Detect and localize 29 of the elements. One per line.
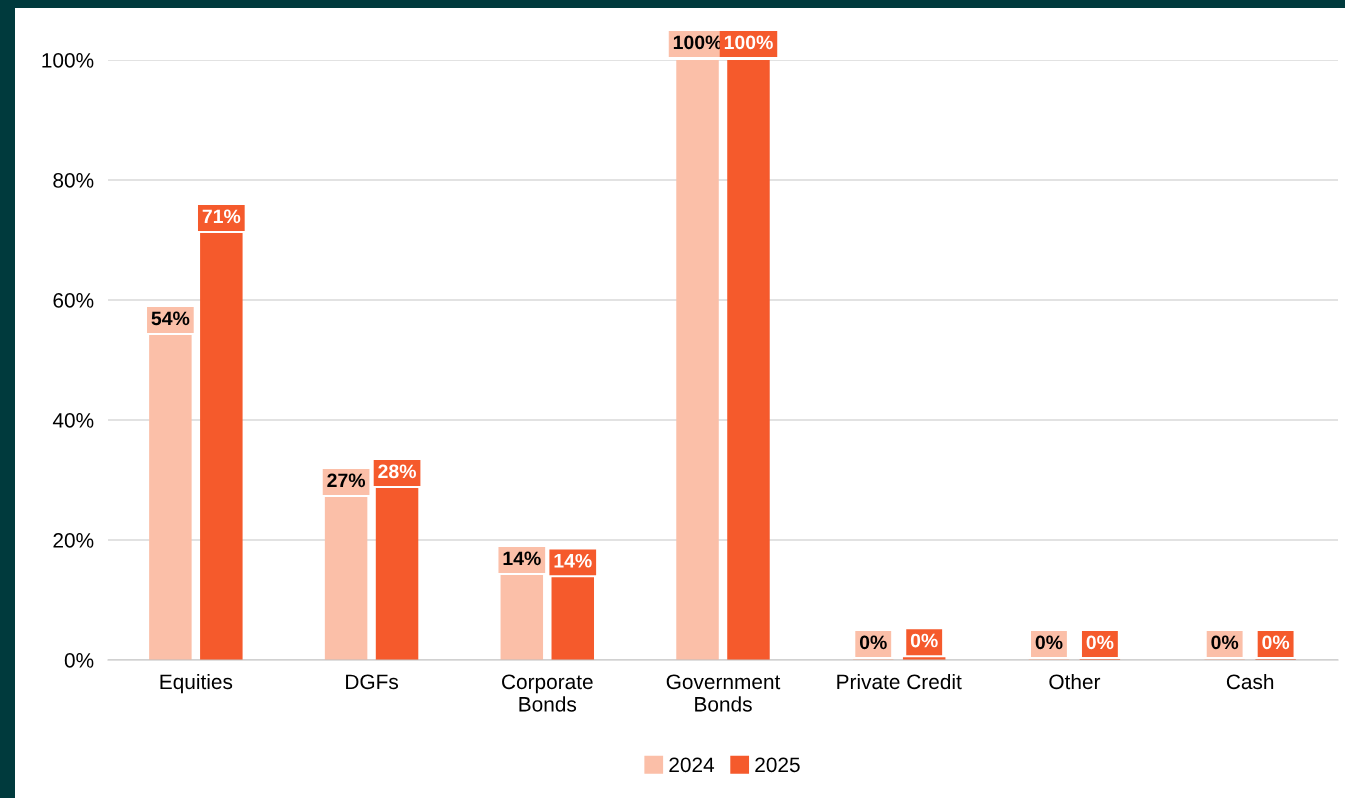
legend-label: 2024	[669, 757, 715, 773]
y-tick-label: 40%	[52, 413, 94, 428]
data-label: 71%	[202, 209, 241, 224]
x-tick-label: Corporate Bonds	[502, 674, 593, 712]
x-tick-label: Other	[1049, 673, 1101, 690]
data-label: 14%	[554, 553, 592, 568]
data-label: 0%	[1035, 635, 1063, 650]
x-tick-label: Private Credit	[837, 673, 962, 690]
x-tick-label: Equities	[160, 673, 233, 694]
data-label: 0%	[1211, 635, 1239, 650]
data-label: 100%	[673, 35, 722, 50]
data-label: 0%	[859, 635, 887, 650]
data-label: 0%	[910, 633, 938, 648]
y-tick-label: 100%	[42, 53, 94, 68]
data-label: 54%	[151, 311, 190, 326]
data-label: 28%	[378, 464, 416, 479]
data-label: 27%	[327, 473, 366, 488]
x-tick-label: Government Bonds	[666, 674, 781, 712]
y-tick-label: 60%	[53, 293, 94, 308]
data-label: 100%	[724, 35, 773, 50]
legend-label: 2025	[755, 757, 800, 773]
y-tick-label: 0%	[64, 653, 94, 668]
data-label: 0%	[1086, 635, 1114, 650]
data-label: 14%	[503, 551, 541, 566]
x-tick-label: Cash	[1226, 673, 1274, 690]
y-tick-label: 80%	[53, 173, 94, 188]
x-tick-label: DGFs	[346, 674, 399, 690]
y-tick-label: 20%	[53, 533, 94, 548]
data-label: 0%	[1262, 635, 1290, 650]
